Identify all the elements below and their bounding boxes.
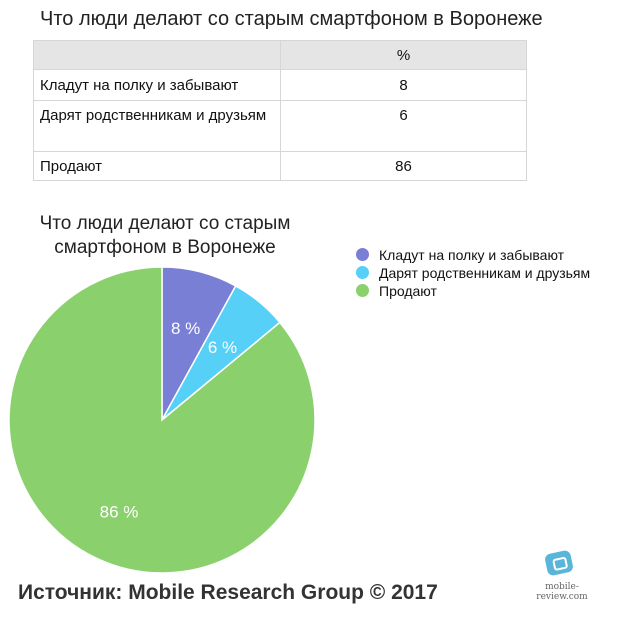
legend-swatch [356, 284, 369, 297]
chart-legend: Кладут на полку и забывают Дарят родствен… [356, 246, 590, 300]
slice-label: 86 % [100, 502, 139, 521]
mobile-review-logo: mobile-review.com [522, 549, 602, 602]
data-table: % Кладут на полку и забывают 8 Дарят род… [33, 40, 527, 181]
table-cell-value: 6 [280, 100, 527, 152]
legend-item: Продают [356, 282, 590, 299]
slice-label: 6 % [208, 338, 237, 357]
logo-text: mobile-review.com [536, 582, 588, 602]
legend-item: Дарят родственникам и друзьям [356, 264, 590, 281]
table-row: Продают 86 [33, 151, 527, 181]
legend-label: Кладут на полку и забывают [379, 246, 565, 263]
table-row: Дарят родственникам и друзьям 6 [33, 100, 527, 152]
table-cell-label: Продают [33, 151, 281, 181]
legend-item: Кладут на полку и забывают [356, 246, 590, 263]
legend-swatch [356, 248, 369, 261]
table-cell-label: Кладут на полку и забывают [33, 69, 281, 101]
chart-title: Что люди делают со старым смартфоном в В… [39, 213, 291, 258]
slice-label: 8 % [171, 319, 200, 338]
table-cell-label: Дарят родственникам и друзьям [33, 100, 281, 152]
legend-swatch [356, 266, 369, 279]
slice-sell [8, 266, 316, 574]
table-row: Кладут на полку и забывают 8 [33, 69, 527, 101]
table-cell-value: 86 [280, 151, 527, 181]
logo-badge-icon [543, 549, 575, 577]
table-header-row: % [33, 40, 527, 70]
legend-label: Дарят родственникам и друзьям [379, 264, 591, 281]
page-title: Что люди делают со старым смартфоном в В… [40, 8, 543, 30]
legend-label: Продают [379, 282, 437, 299]
source-caption: Источник: Mobile Research Group © 2017 [18, 581, 438, 604]
